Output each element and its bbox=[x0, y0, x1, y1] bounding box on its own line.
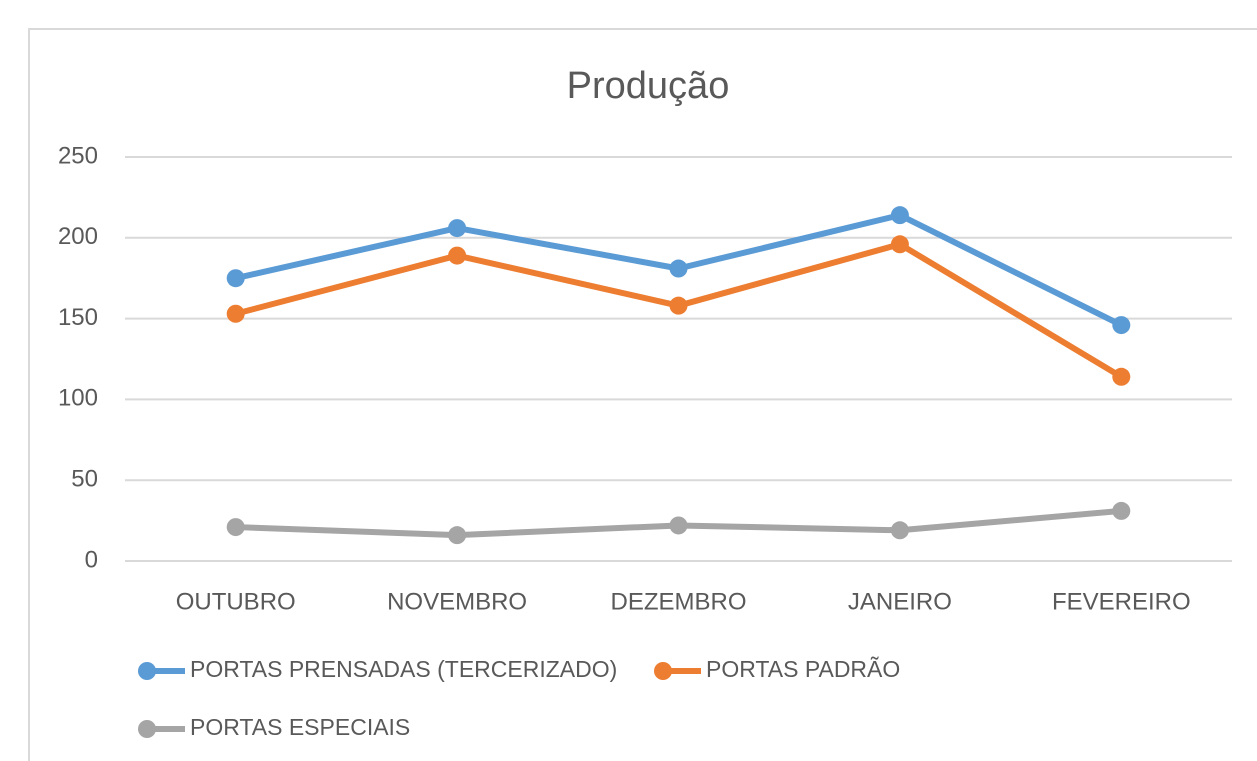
point bbox=[226, 269, 245, 288]
point bbox=[669, 259, 688, 278]
point bbox=[226, 304, 245, 323]
legend-label: PORTAS ESPECIAIS bbox=[190, 714, 410, 740]
point bbox=[890, 206, 909, 225]
point bbox=[669, 516, 688, 535]
legend-label: PORTAS PRENSADAS (TERCERIZADO) bbox=[190, 656, 617, 682]
chart-title: Produção bbox=[567, 65, 730, 107]
legend-marker bbox=[138, 720, 156, 738]
chart-border bbox=[28, 28, 1257, 761]
point bbox=[1112, 316, 1131, 335]
point bbox=[669, 296, 688, 315]
y-tick-label: 100 bbox=[58, 385, 98, 412]
point bbox=[226, 518, 245, 537]
x-tick-label: JANEIRO bbox=[848, 588, 952, 615]
point bbox=[448, 526, 467, 545]
y-tick-label: 0 bbox=[85, 546, 98, 573]
point bbox=[448, 219, 467, 238]
point bbox=[1112, 501, 1131, 520]
point bbox=[890, 235, 909, 254]
legend-label: PORTAS PADRÃO bbox=[706, 656, 900, 682]
point bbox=[890, 521, 909, 540]
x-tick-label: FEVEREIRO bbox=[1052, 588, 1191, 615]
point bbox=[1112, 367, 1131, 386]
legend-marker bbox=[138, 662, 156, 680]
x-tick-label: DEZEMBRO bbox=[610, 588, 746, 615]
y-tick-label: 250 bbox=[58, 142, 98, 169]
legend-marker bbox=[654, 662, 672, 680]
y-tick-label: 200 bbox=[58, 223, 98, 250]
x-tick-label: OUTUBRO bbox=[176, 588, 296, 615]
y-tick-label: 50 bbox=[71, 466, 98, 493]
x-tick-label: NOVEMBRO bbox=[387, 588, 527, 615]
point bbox=[448, 246, 467, 265]
y-tick-label: 150 bbox=[58, 304, 98, 331]
